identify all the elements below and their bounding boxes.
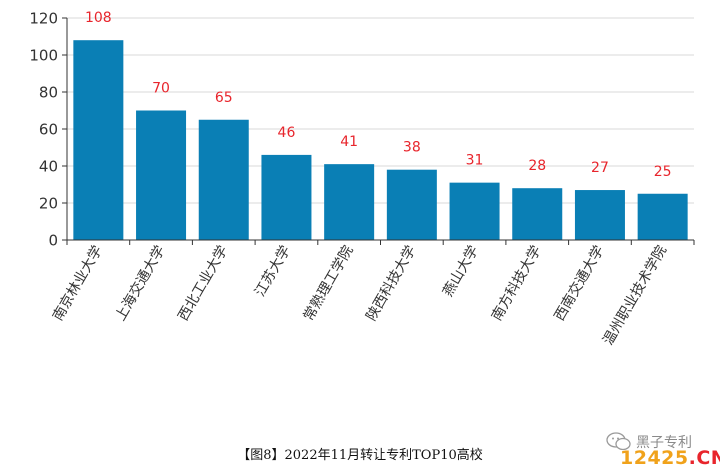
figure-caption: 【图8】2022年11月转让专利TOP10高校 bbox=[237, 448, 483, 463]
bar-value-label: 25 bbox=[654, 164, 672, 180]
bar-value-label: 65 bbox=[215, 90, 233, 106]
y-tick-label: 60 bbox=[39, 121, 58, 139]
y-tick-label: 120 bbox=[29, 10, 58, 28]
bar bbox=[73, 40, 124, 241]
wechat-icon bbox=[606, 432, 631, 451]
watermark-site-domain: .CN bbox=[688, 447, 720, 469]
x-tick-label: 陕西科技大学 bbox=[363, 243, 419, 324]
bar bbox=[198, 119, 249, 240]
y-tick-label: 80 bbox=[39, 84, 58, 102]
x-tick-label: 燕山大学 bbox=[440, 243, 482, 299]
bar bbox=[324, 164, 375, 240]
bar-chart: 0 20 40 60 80 100 120 108 南京林业大学 70 上海交通大学 65 西北工业大学… bbox=[29, 10, 695, 348]
bar bbox=[449, 182, 500, 240]
x-tick-label: 温州职业技术学院 bbox=[600, 243, 670, 348]
bar-value-label: 38 bbox=[403, 140, 421, 156]
bar bbox=[386, 169, 437, 240]
bar-value-label: 31 bbox=[466, 153, 484, 169]
bar-value-label: 70 bbox=[152, 81, 170, 97]
y-tick-label: 20 bbox=[39, 195, 58, 213]
watermark-account: 黑子专利 bbox=[636, 435, 692, 451]
x-tick-label: 常熟理工学院 bbox=[301, 243, 357, 324]
y-tick-label: 40 bbox=[39, 158, 58, 176]
y-tick-label: 0 bbox=[48, 232, 58, 250]
x-tick-label: 南京林业大学 bbox=[50, 243, 106, 324]
bar bbox=[637, 193, 688, 240]
x-tick-label: 江苏大学 bbox=[252, 243, 294, 299]
bar bbox=[261, 154, 312, 240]
bar-value-label: 27 bbox=[591, 160, 609, 176]
watermark-site: 12425.CN bbox=[620, 447, 720, 469]
bar bbox=[136, 110, 187, 240]
y-tick-label: 100 bbox=[29, 47, 58, 65]
bar bbox=[512, 188, 563, 240]
x-tick-label: 南方科技大学 bbox=[489, 243, 545, 324]
x-tick-label: 西北工业大学 bbox=[175, 243, 231, 324]
bar-value-label: 108 bbox=[85, 10, 112, 26]
bar-value-label: 28 bbox=[528, 158, 546, 174]
bar-value-label: 41 bbox=[340, 134, 358, 150]
watermark-site-number: 12425 bbox=[620, 447, 689, 469]
bar-value-label: 46 bbox=[278, 125, 296, 141]
x-tick-label: 西南交通大学 bbox=[551, 243, 608, 324]
x-tick-label: 上海交通大学 bbox=[112, 243, 169, 324]
bar bbox=[574, 190, 625, 240]
